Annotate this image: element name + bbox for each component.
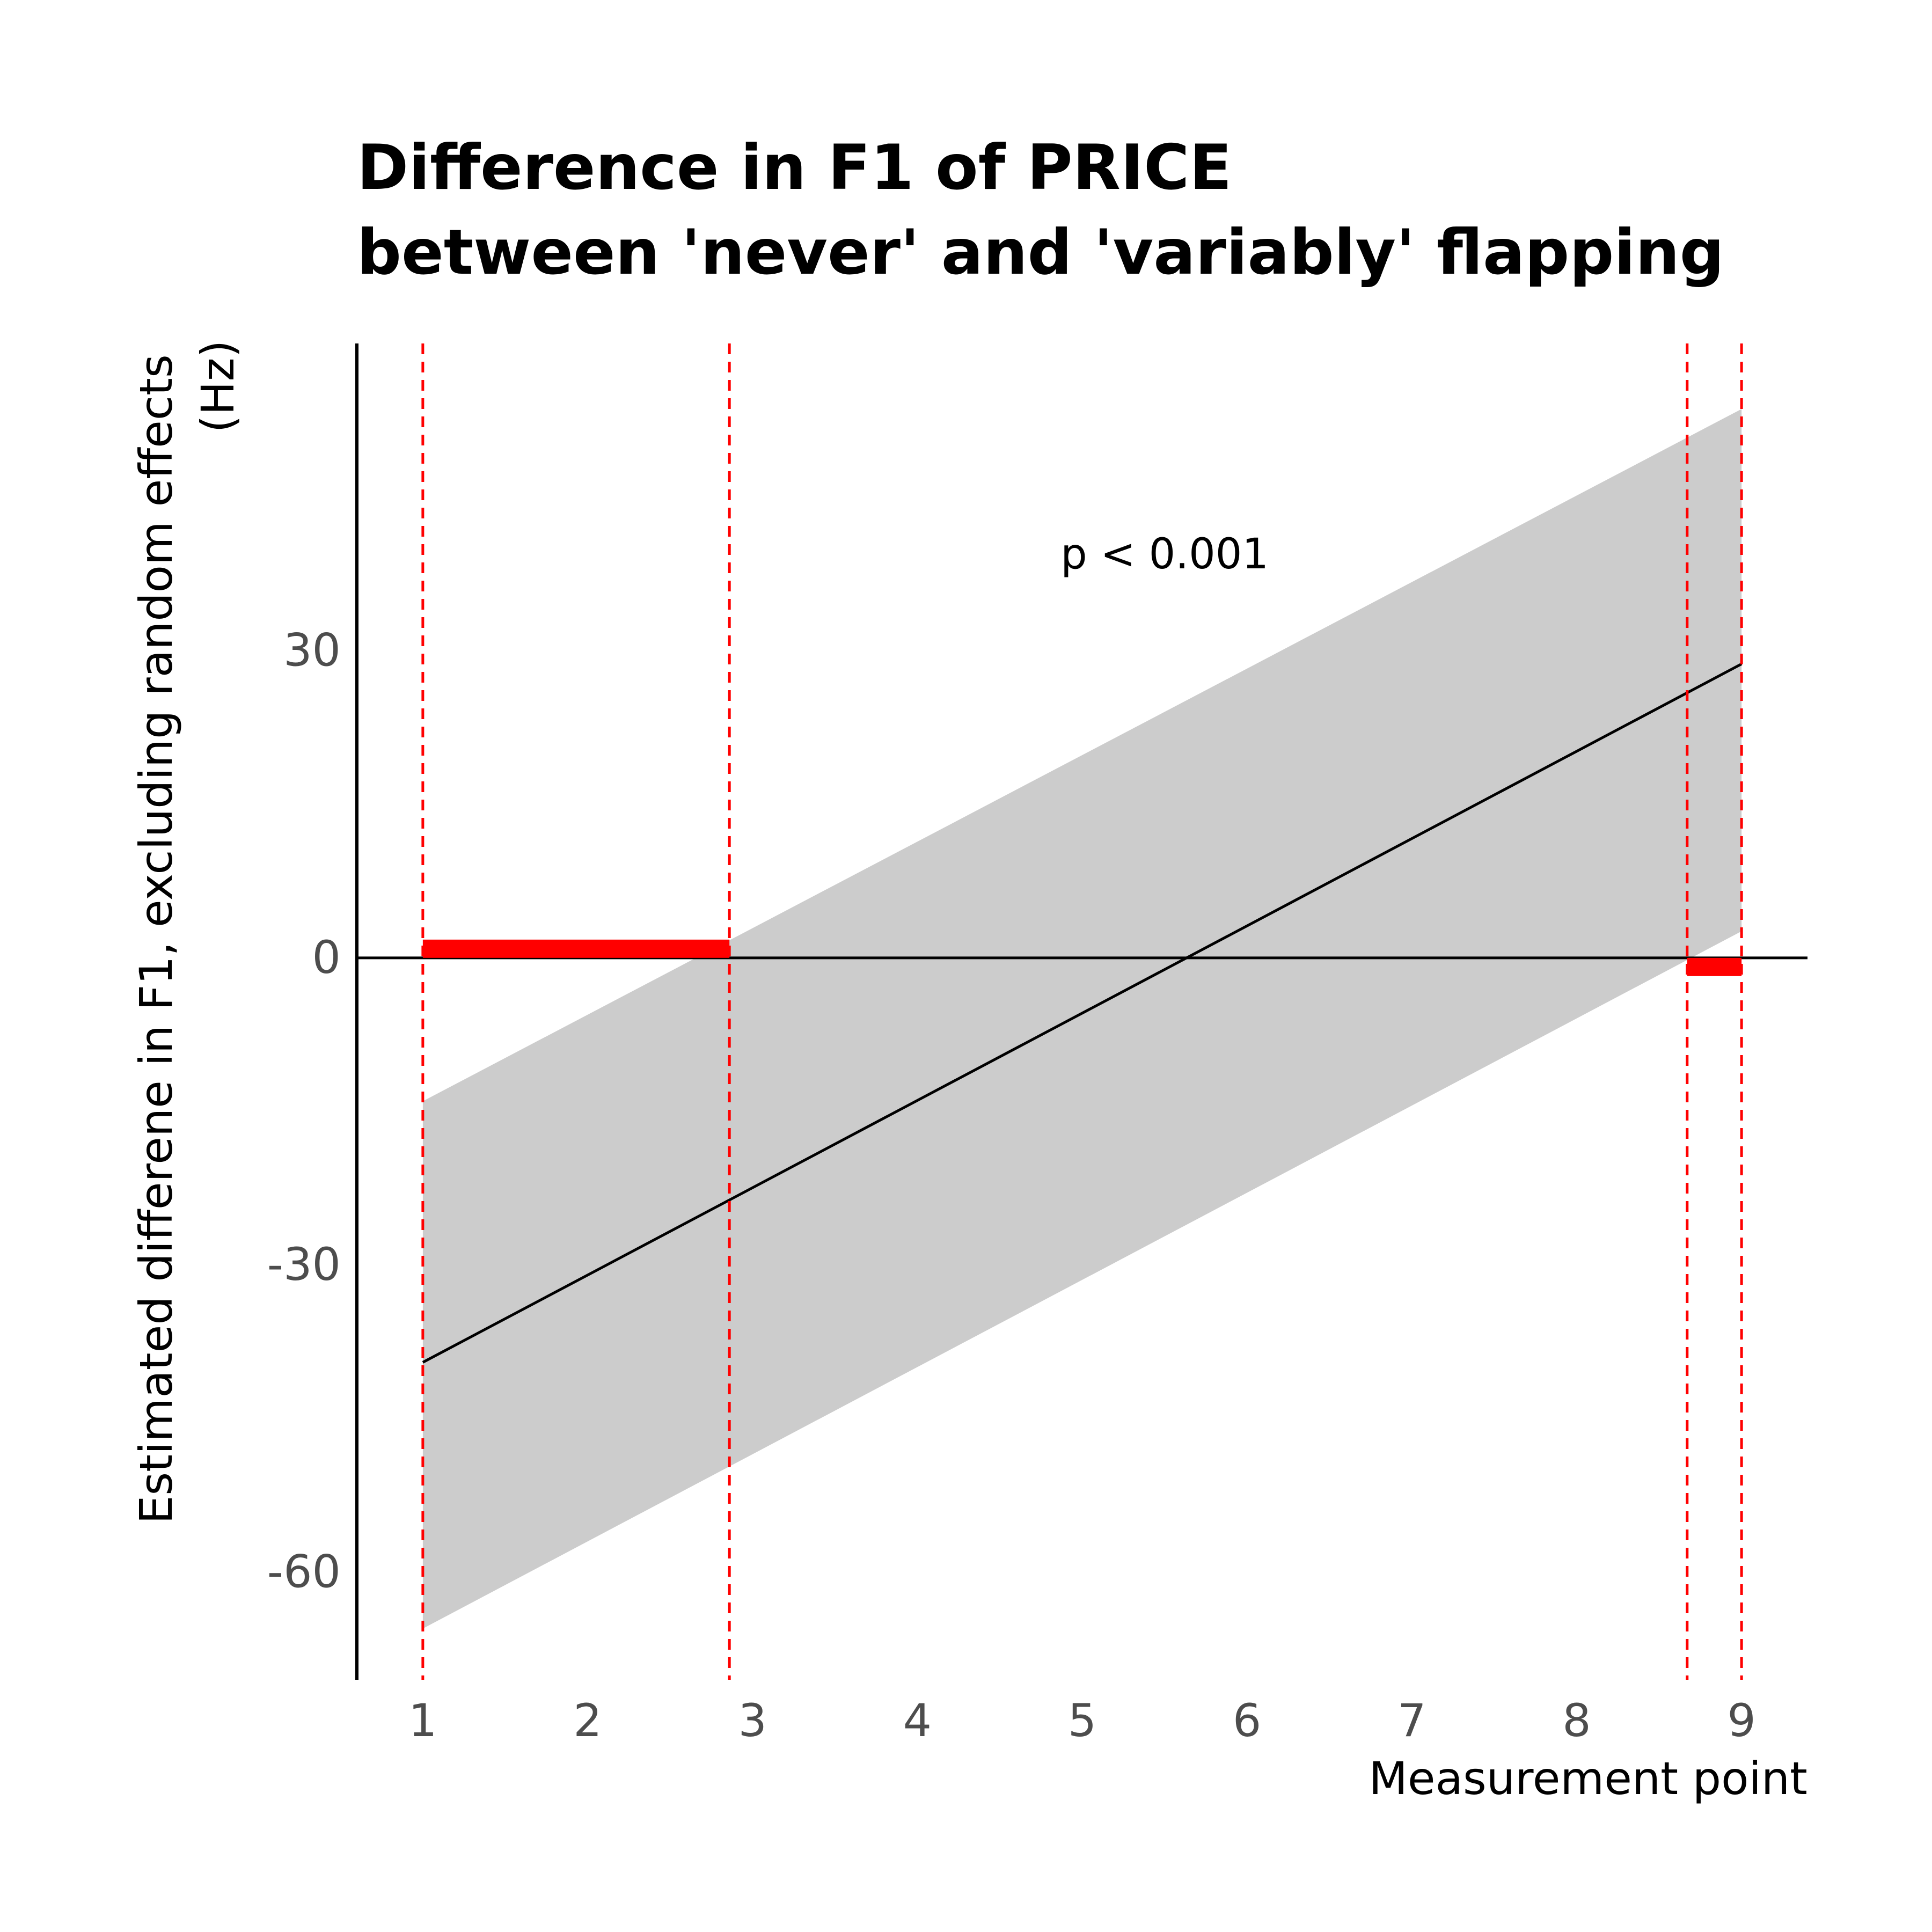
estimate-line <box>422 663 1743 1364</box>
chart-title-line-1: Difference in F1 of PRICE <box>357 131 1232 204</box>
y-tick-label: 0 <box>312 931 341 984</box>
confidence-ribbon <box>422 409 1742 1629</box>
p-value-annotation: p < 0.001 <box>1060 530 1269 579</box>
plot-layer: -60 -30 0 30 1 2 3 4 5 6 7 8 9 <box>267 343 1807 1747</box>
x-tick-label: 1 <box>408 1694 437 1747</box>
chart-title-line-2: between 'never' and 'variably' flapping <box>357 216 1724 289</box>
x-tick-label: 7 <box>1397 1694 1426 1747</box>
y-tick-label: -60 <box>267 1546 341 1598</box>
significance-bar-2 <box>1687 957 1742 976</box>
x-tick-label: 2 <box>573 1694 602 1747</box>
y-axis-title-line-1: Estimated differene in F1, excluding ran… <box>130 354 182 1524</box>
significance-bar-1 <box>422 939 730 958</box>
x-tick-label: 9 <box>1727 1694 1755 1747</box>
x-tick-label: 8 <box>1562 1694 1591 1747</box>
y-tick-label: -30 <box>267 1238 341 1291</box>
x-tick-label: 4 <box>903 1694 932 1747</box>
y-tick-label: 30 <box>283 624 341 676</box>
x-tick-label: 5 <box>1068 1694 1096 1747</box>
x-tick-label: 6 <box>1233 1694 1261 1747</box>
y-axis-title-line-2: (Hz) <box>192 340 244 433</box>
x-tick-label: 3 <box>738 1694 766 1747</box>
x-axis-title: Measurement point <box>1368 1752 1807 1805</box>
